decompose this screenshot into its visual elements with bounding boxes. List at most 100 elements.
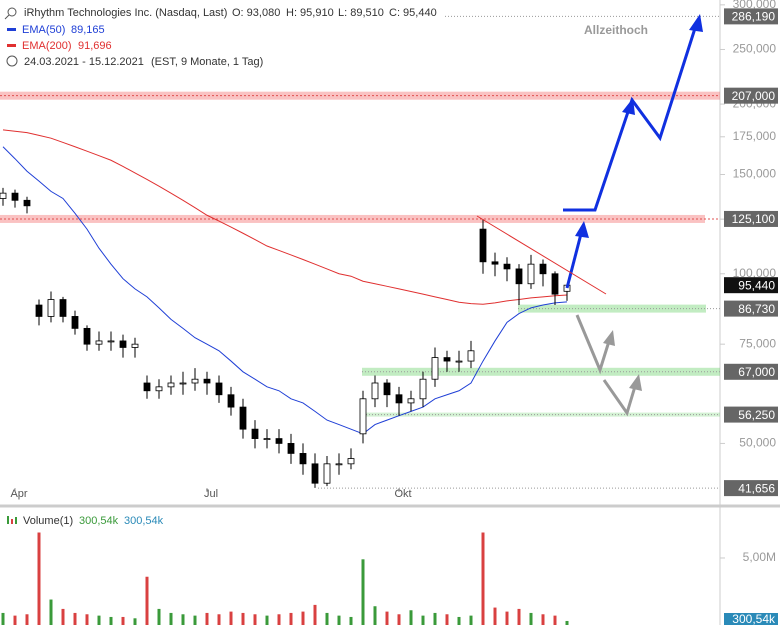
plot: 50,00075,000100,000125,000150,000175,000… — [0, 0, 776, 500]
trend-line — [476, 215, 607, 295]
level-label: 286,190 — [732, 10, 776, 24]
volume-bar — [85, 614, 89, 625]
level-label: 67,000 — [738, 365, 775, 379]
ohlc: C: 95,440 — [389, 7, 437, 19]
volume-bar — [145, 576, 149, 625]
legend-label: EMA(50) — [22, 24, 65, 36]
icon — [11, 519, 13, 524]
volume-bar — [265, 615, 269, 625]
volume-bar — [337, 615, 341, 625]
volume-bar — [133, 618, 137, 625]
candle-body — [203, 378, 211, 384]
ema-line — [2, 129, 568, 305]
candle-body — [59, 299, 67, 317]
icon — [7, 516, 9, 524]
arrow-head — [622, 98, 635, 115]
candle-body — [503, 263, 511, 270]
candle-body — [383, 382, 391, 396]
candle-body — [95, 340, 103, 345]
candle-body — [83, 327, 91, 345]
level-box — [724, 480, 778, 497]
volume-bar — [409, 610, 413, 625]
volume-bar — [361, 559, 365, 625]
level-box — [724, 406, 778, 423]
y-tick-label: 75,000 — [739, 336, 776, 350]
candle-body — [347, 458, 355, 465]
candle-body — [167, 382, 175, 388]
candle-body — [131, 343, 139, 348]
level-label: 95,440 — [738, 278, 775, 292]
volume-bar — [553, 615, 557, 625]
volume-bar — [109, 616, 113, 625]
candle-body — [443, 357, 451, 362]
volume-bar — [25, 614, 29, 625]
candle-body — [0, 192, 7, 199]
volume-bar — [169, 612, 173, 625]
icon — [4, 14, 10, 20]
date-range: 24.03.2021 - 15.12.2021 — [24, 56, 144, 68]
candle-body — [287, 443, 295, 454]
volume-bar — [325, 612, 329, 625]
volume-bar — [373, 606, 377, 625]
ohlc: H: 95,910 — [286, 7, 334, 19]
candle-body — [395, 394, 403, 404]
volume-bar — [37, 532, 41, 625]
legend-label: EMA(200) — [22, 40, 72, 52]
y-tick-label: 250,000 — [733, 42, 777, 56]
ohlc: L: 89,510 — [338, 7, 384, 19]
candle-body — [311, 463, 319, 484]
arrow — [575, 314, 612, 375]
candle-body — [479, 228, 487, 263]
candle-body — [551, 273, 559, 295]
candle-body — [47, 299, 55, 317]
volume-bar — [481, 532, 485, 625]
volume-bar — [241, 612, 245, 625]
volume-bar — [385, 611, 389, 625]
title: iRhythm Technologies Inc. (Nasdaq, Last) — [24, 7, 227, 19]
volume-bar — [205, 612, 209, 625]
candle-body — [179, 382, 187, 385]
candle-body — [251, 428, 259, 439]
volume-bar — [49, 599, 53, 625]
level-label: 56,250 — [738, 408, 775, 422]
arrow-head — [603, 330, 615, 346]
volume-bar — [229, 611, 233, 625]
candle-body — [191, 378, 199, 384]
candle-body — [335, 463, 343, 466]
candle-body — [143, 382, 151, 392]
volume-header: Volume(1) 300,54k 300,54k — [7, 515, 164, 527]
level-label: 41,656 — [738, 481, 775, 495]
annotation: Allzeithoch — [584, 23, 648, 37]
candle-body — [455, 360, 463, 363]
volume-bar — [61, 608, 65, 625]
level-box — [724, 210, 778, 227]
level-box — [724, 277, 778, 294]
volume-bar — [193, 615, 197, 625]
volume-value: 300,54k — [124, 515, 164, 527]
volume-bar — [121, 616, 125, 625]
volume-bar — [433, 612, 437, 625]
period: (EST, 9 Monate, 1 Tag) — [151, 56, 263, 68]
ema-line — [2, 146, 568, 435]
volume-bar — [73, 612, 77, 625]
candle-body — [119, 340, 127, 348]
candle-body — [35, 304, 43, 317]
volume-label: Volume(1) — [23, 515, 73, 527]
y-tick-label: 100,000 — [733, 266, 777, 280]
candle-body — [359, 398, 367, 435]
candle-body — [263, 438, 271, 440]
projection-arrows — [476, 14, 703, 417]
icon — [6, 55, 18, 67]
ohlc: O: 93,080 — [232, 7, 280, 19]
arrow-head — [689, 14, 703, 32]
legend-swatch — [7, 28, 16, 31]
volume-bar — [493, 607, 497, 625]
volume-bar — [457, 616, 461, 625]
header: iRhythm Technologies Inc. (Nasdaq, Last)… — [0, 2, 440, 68]
candle-body — [155, 386, 163, 392]
candle-body — [467, 350, 475, 362]
candle-body — [215, 382, 223, 396]
y-tick-label: 175,000 — [733, 129, 777, 143]
volume-bar — [253, 614, 257, 625]
